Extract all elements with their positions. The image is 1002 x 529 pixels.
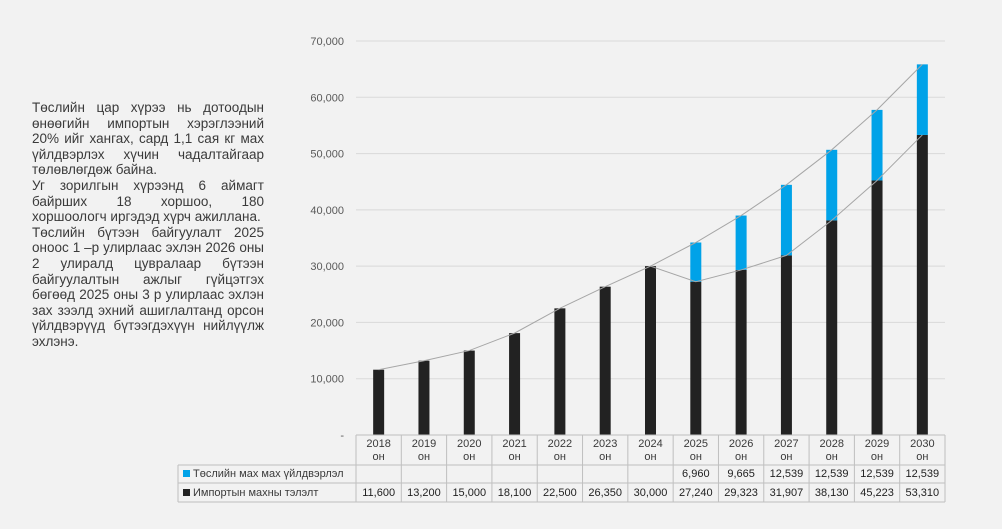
legend-label-import: Импортын махны тэлэлт — [193, 487, 318, 499]
bar-import — [645, 266, 656, 435]
x-tick-label: 2026 — [729, 438, 753, 450]
bar-import — [599, 286, 611, 435]
bar-project — [871, 109, 883, 181]
series-line-total — [650, 64, 923, 267]
data-label-project: 12,539 — [770, 468, 804, 480]
y-tick-label: 40,000 — [310, 205, 344, 217]
y-tick-label: 70,000 — [310, 36, 344, 48]
x-tick-label-unit: он — [871, 451, 883, 463]
x-tick-label: 2027 — [774, 438, 798, 450]
data-label-import: 18,100 — [498, 487, 532, 499]
legend-label-project: Төслийн мах мах үйлдвэрлэл — [193, 468, 344, 480]
bar-import — [871, 180, 883, 435]
data-label-import: 13,200 — [407, 487, 441, 499]
data-label-import: 11,600 — [362, 487, 395, 499]
data-label-import: 15,000 — [452, 487, 486, 499]
data-label-import: 22,500 — [543, 487, 577, 499]
x-tick-label-unit: он — [644, 451, 656, 463]
x-tick-label: 2023 — [593, 438, 617, 450]
bar-project — [916, 64, 928, 135]
x-tick-label-unit: он — [826, 451, 838, 463]
x-tick-label-unit: он — [690, 451, 702, 463]
data-label-import: 27,240 — [679, 487, 713, 499]
bar-project — [780, 184, 792, 256]
x-tick-label: 2021 — [502, 438, 526, 450]
y-tick-label: 50,000 — [310, 149, 344, 161]
bar-import — [373, 369, 385, 435]
x-tick-label-unit: он — [373, 451, 385, 463]
data-label-project: 12,539 — [815, 468, 849, 480]
y-tick-label: - — [340, 430, 344, 442]
bar-import — [690, 281, 702, 435]
bar-import — [418, 360, 430, 435]
bar-project — [826, 149, 838, 221]
bar-import — [463, 350, 475, 435]
x-tick-label-unit: он — [508, 451, 520, 463]
y-tick-label: 10,000 — [310, 374, 344, 386]
data-label-import: 29,323 — [724, 487, 758, 499]
description-text: Төслийн цар хүрээ нь дотоодын өнөөгийн и… — [32, 100, 264, 350]
data-label-import: 53,310 — [906, 487, 940, 499]
bar-import — [826, 220, 838, 435]
description-paragraph-2: Уг зорилгын хүрээнд 6 аймагт байрших 18 … — [32, 177, 264, 225]
bar-import — [735, 269, 747, 435]
bar-import — [509, 333, 521, 435]
x-tick-label: 2019 — [412, 438, 436, 450]
x-tick-label-unit: он — [735, 451, 747, 463]
x-tick-label: 2020 — [457, 438, 481, 450]
bar-import — [554, 308, 566, 435]
x-tick-label-unit: он — [780, 451, 792, 463]
x-tick-label: 2029 — [865, 438, 889, 450]
data-label-project: 6,960 — [682, 468, 710, 480]
y-tick-label: 60,000 — [310, 92, 344, 104]
data-label-project: 12,539 — [860, 468, 894, 480]
data-label-import: 38,130 — [815, 487, 849, 499]
bar-project — [735, 215, 747, 270]
legend-swatch-import — [183, 489, 190, 496]
x-tick-label-unit: он — [418, 451, 430, 463]
bar-import — [780, 255, 792, 435]
x-tick-label: 2025 — [684, 438, 708, 450]
data-label-import: 31,907 — [770, 487, 804, 499]
x-tick-label-unit: он — [554, 451, 566, 463]
x-tick-label: 2018 — [366, 438, 390, 450]
description-paragraph-3: Төслийн бүтээн байгуулалт 2025 оноос 1 –… — [32, 224, 264, 349]
bar-project — [690, 242, 702, 282]
legend-swatch-project — [183, 470, 190, 477]
y-tick-label: 20,000 — [310, 317, 344, 329]
x-tick-label-unit: он — [463, 451, 475, 463]
data-label-import: 26,350 — [588, 487, 622, 499]
x-tick-label: 2030 — [910, 438, 934, 450]
description-paragraph-1: Төслийн цар хүрээ нь дотоодын өнөөгийн и… — [32, 100, 264, 178]
data-label-project: 12,539 — [906, 468, 940, 480]
data-label-project: 9,665 — [727, 468, 755, 480]
data-label-import: 45,223 — [860, 487, 894, 499]
bar-import — [916, 134, 928, 435]
x-tick-label: 2022 — [548, 438, 572, 450]
x-tick-label: 2024 — [638, 438, 662, 450]
x-tick-label: 2028 — [819, 438, 843, 450]
data-label-import: 30,000 — [634, 487, 668, 499]
y-tick-label: 30,000 — [310, 261, 344, 273]
x-tick-label-unit: он — [599, 451, 611, 463]
x-tick-label-unit: он — [916, 451, 928, 463]
